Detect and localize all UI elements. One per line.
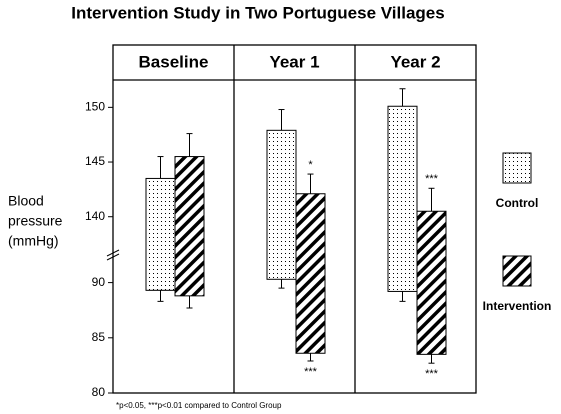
significance-label: * [308, 159, 313, 171]
y-tick-label: 140 [85, 209, 105, 223]
legend-label: Control [496, 196, 539, 210]
axis-break [106, 249, 120, 257]
legend-swatch [502, 152, 532, 184]
y-tick-label: 145 [85, 154, 105, 168]
chart-title: Intervention Study in Two Portuguese Vil… [71, 3, 444, 22]
bar [266, 129, 297, 280]
y-axis-label: (mmHg) [8, 233, 59, 249]
bar [387, 105, 418, 292]
footnote: *p<0.05, ***p<0.01 compared to Control G… [116, 401, 282, 410]
bar [295, 193, 326, 354]
y-tick-label: 85 [92, 330, 106, 344]
y-axis-label: Blood [8, 193, 44, 209]
y-tick-label: 80 [92, 385, 106, 399]
plot-frame [112, 44, 477, 394]
legend-label: Intervention [483, 299, 552, 313]
y-tick-label: 150 [85, 100, 105, 114]
significance-label: *** [304, 366, 318, 378]
y-axis-label: pressure [8, 213, 63, 229]
panel-label: Baseline [139, 52, 209, 71]
significance-label: *** [425, 368, 439, 380]
significance-label: *** [425, 173, 439, 185]
y-tick-label: 90 [92, 275, 106, 289]
legend-swatch [502, 255, 532, 287]
bar [145, 177, 176, 291]
panel-label: Year 1 [269, 52, 319, 71]
bar [174, 156, 205, 297]
panel-label: Year 2 [390, 52, 440, 71]
axis-break [106, 253, 120, 261]
bar [416, 210, 447, 355]
